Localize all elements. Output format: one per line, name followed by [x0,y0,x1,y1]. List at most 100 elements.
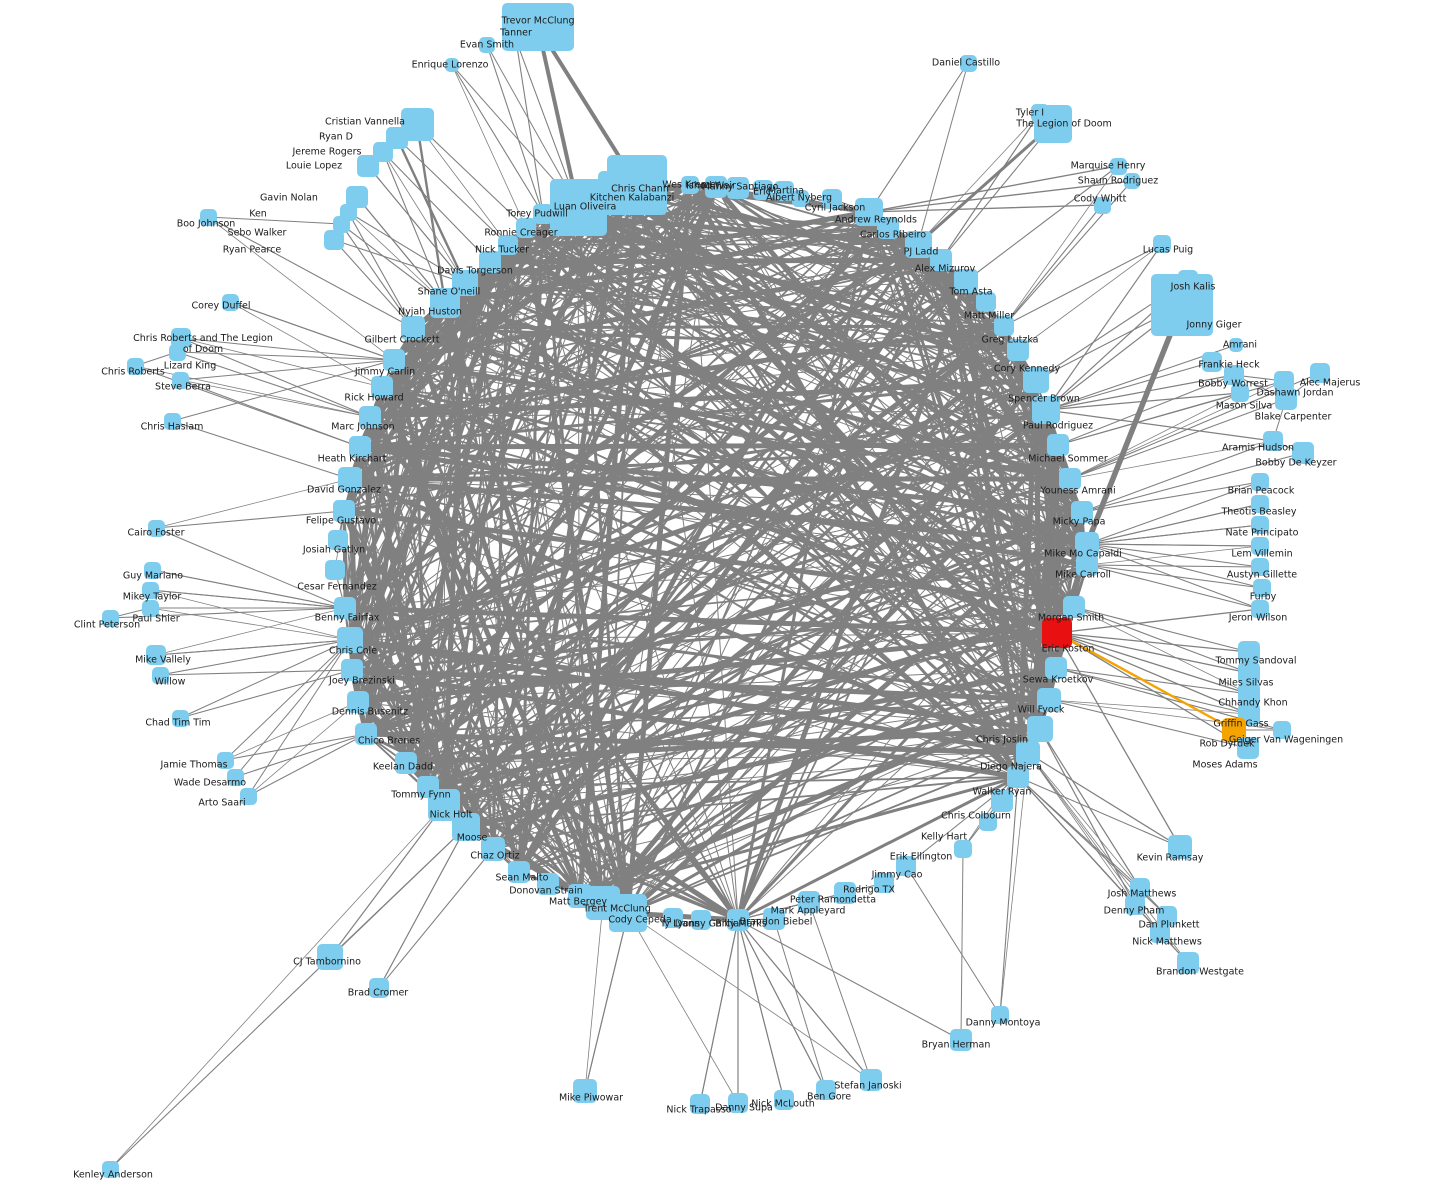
graph-node[interactable] [481,837,505,861]
graph-node[interactable] [317,944,343,970]
graph-node[interactable] [1032,396,1060,424]
graph-node[interactable] [508,861,530,883]
graph-node[interactable] [1071,501,1093,523]
graph-node[interactable] [991,790,1013,812]
graph-node[interactable] [479,37,495,53]
graph-node[interactable] [1037,688,1061,712]
graph-node[interactable] [1202,352,1222,372]
graph-node[interactable] [369,978,389,998]
graph-node[interactable] [328,530,348,550]
graph-node[interactable] [168,343,186,361]
graph-node[interactable] [239,787,257,805]
graph-node[interactable] [383,349,405,371]
graph-node[interactable] [337,627,363,653]
graph-node[interactable] [1168,835,1192,859]
graph-node[interactable] [950,1029,972,1051]
graph-node[interactable] [1275,388,1297,410]
graph-node[interactable] [101,1160,119,1178]
graph-node[interactable] [991,1006,1009,1024]
graph-node[interactable] [445,58,459,72]
graph-node[interactable] [452,813,480,841]
graph-node[interactable] [1251,537,1269,555]
graph-node[interactable] [1047,434,1069,456]
graph-node[interactable] [401,316,425,340]
graph-node[interactable] [834,882,856,904]
graph-node[interactable] [334,597,356,619]
graph-node[interactable] [1124,173,1140,189]
graph-node[interactable] [727,909,749,931]
graph-node[interactable] [533,204,553,224]
graph-node[interactable] [221,293,239,311]
graph-node[interactable] [904,230,932,258]
graph-node[interactable] [141,581,159,599]
graph-node[interactable] [506,30,526,50]
graph-node[interactable] [357,155,379,177]
graph-node[interactable] [691,910,711,930]
graph-node[interactable] [1238,662,1260,684]
graph-node[interactable] [171,709,189,727]
graph-node[interactable] [1253,579,1271,597]
graph-node[interactable] [727,177,749,199]
graph-node[interactable] [930,249,952,271]
graph-node[interactable] [774,181,794,201]
graph-node[interactable] [877,217,899,239]
graph-node[interactable] [1151,274,1213,336]
graph-node[interactable] [163,412,181,430]
graph-node[interactable] [359,406,381,428]
graph-node[interactable] [1045,657,1067,679]
graph-node[interactable] [1042,618,1072,648]
graph-node[interactable] [1238,641,1260,663]
graph-node[interactable] [1238,683,1260,705]
graph-node[interactable] [705,176,727,198]
graph-node[interactable] [479,251,501,273]
graph-node[interactable] [979,813,997,831]
graph-node[interactable] [1292,442,1314,464]
graph-node[interactable] [663,908,683,928]
graph-node[interactable] [549,178,607,236]
graph-node[interactable] [1310,363,1330,383]
graph-node[interactable] [1263,431,1283,451]
graph-node[interactable] [791,189,809,207]
graph-node[interactable] [171,371,189,389]
graph-node[interactable] [325,560,345,580]
graph-node[interactable] [151,666,169,684]
graph-node[interactable] [1251,473,1269,491]
graph-node[interactable] [216,751,234,769]
graph-node[interactable] [728,1093,748,1113]
graph-node[interactable] [537,873,559,895]
graph-node[interactable] [1177,952,1199,974]
graph-node[interactable] [1023,367,1049,393]
graph-node[interactable] [498,235,518,255]
graph-node[interactable] [1075,532,1099,556]
graph-node[interactable] [171,328,191,348]
graph-node[interactable] [143,561,161,579]
graph-node[interactable] [1251,558,1269,576]
graph-node[interactable] [147,519,165,537]
graph-node[interactable] [1150,923,1170,943]
graph-node[interactable] [1007,339,1029,361]
graph-node[interactable] [516,218,536,238]
graph-node[interactable] [146,645,166,665]
graph-node[interactable] [199,208,217,226]
graph-node[interactable] [1157,906,1177,926]
graph-node[interactable] [994,316,1014,336]
graph-node[interactable] [976,292,996,312]
graph-node[interactable] [690,1094,710,1114]
graph-node[interactable] [346,186,368,208]
graph-node[interactable] [874,873,894,893]
graph-node[interactable] [1063,596,1085,618]
graph-node[interactable] [860,1069,882,1091]
graph-node[interactable] [349,436,371,458]
graph-node[interactable] [816,1080,836,1100]
graph-node[interactable] [1130,878,1150,898]
graph-node[interactable] [798,891,820,913]
graph-node[interactable] [371,376,393,398]
graph-node[interactable] [896,856,916,876]
graph-node[interactable] [324,230,344,250]
graph-node[interactable] [333,500,355,522]
graph-node[interactable] [355,723,377,745]
graph-node[interactable] [338,467,362,491]
graph-node[interactable] [763,908,785,930]
graph-node[interactable] [774,1090,794,1110]
graph-node[interactable] [1034,105,1072,143]
